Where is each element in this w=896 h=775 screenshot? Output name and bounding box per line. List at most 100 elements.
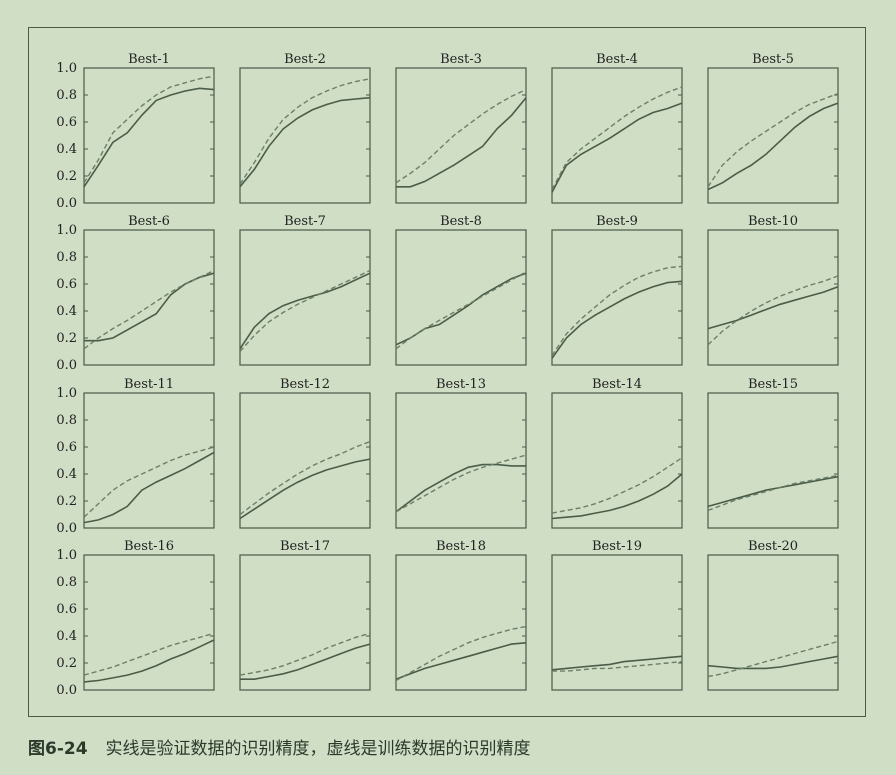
- y-tick-label: 1.0: [56, 61, 77, 76]
- caption-figure-number: 图6-24: [28, 739, 88, 759]
- chart-panel-8: Best-8: [395, 214, 527, 366]
- y-tick-label: 0.2: [56, 169, 77, 184]
- panel-title: Best-15: [748, 377, 798, 392]
- panel-axes-box: [239, 67, 371, 204]
- training-accuracy-line: [707, 474, 839, 512]
- training-accuracy-line: [551, 86, 683, 190]
- panel-title: Best-17: [280, 539, 330, 554]
- chart-panel-7: Best-7: [239, 214, 371, 366]
- y-tick-label: 0.6: [56, 277, 77, 292]
- validation-accuracy-line: [83, 451, 215, 524]
- training-accuracy-line: [551, 265, 683, 356]
- validation-accuracy-line: [707, 475, 839, 508]
- panel-axes-box: [83, 67, 215, 204]
- panel-axes-box: [239, 554, 371, 691]
- panel-title: Best-10: [748, 214, 798, 229]
- validation-accuracy-line: [551, 280, 683, 359]
- validation-accuracy-line: [551, 102, 683, 193]
- y-tick-label: 0.2: [56, 656, 77, 671]
- training-accuracy-line: [239, 440, 371, 516]
- caption-text: 实线是验证数据的识别精度，虚线是训练数据的识别精度: [105, 739, 531, 759]
- chart-panel-18: Best-18: [395, 539, 527, 691]
- y-tick-label: 1.0: [56, 223, 77, 238]
- panel-axes-box: [551, 554, 683, 691]
- panel-axes-box: [83, 554, 215, 691]
- figure-caption: 图6-24 实线是验证数据的识别精度，虚线是训练数据的识别精度: [28, 734, 531, 759]
- panel-title: Best-6: [128, 214, 170, 229]
- y-tick-label: 0.0: [56, 358, 77, 373]
- chart-panel-4: Best-4: [551, 52, 683, 204]
- chart-panel-20: Best-20: [707, 539, 839, 691]
- chart-panel-15: Best-15: [707, 377, 839, 529]
- panel-axes-box: [707, 229, 839, 366]
- panel-axes-box: [239, 229, 371, 366]
- panel-title: Best-3: [440, 52, 482, 67]
- panel-title: Best-19: [592, 539, 642, 554]
- panel-title: Best-7: [284, 214, 326, 229]
- training-accuracy-line: [395, 454, 527, 513]
- panel-axes-box: [551, 229, 683, 366]
- training-accuracy-line: [707, 92, 839, 188]
- chart-grid: Best-1 0.0 0.2 0.4 0.6 0.8 1.0 Best-2 Best-3 Best…: [56, 52, 839, 698]
- y-tick-label: 0.2: [56, 494, 77, 509]
- panel-axes-box: [395, 67, 527, 204]
- figure-frame: [28, 27, 866, 717]
- panel-title: Best-12: [280, 377, 330, 392]
- panel-title: Best-2: [284, 52, 326, 67]
- training-accuracy-line: [239, 269, 371, 352]
- y-tick-label: 0.8: [56, 88, 77, 103]
- validation-accuracy-line: [395, 642, 527, 680]
- training-accuracy-line: [83, 75, 215, 184]
- panel-title: Best-13: [436, 377, 486, 392]
- panel-axes-box: [83, 229, 215, 366]
- validation-accuracy-line: [395, 463, 526, 513]
- panel-title: Best-14: [592, 377, 642, 392]
- validation-accuracy-line: [240, 643, 371, 681]
- panel-axes-box: [395, 554, 527, 691]
- chart-panel-1: Best-1 0.0 0.2 0.4 0.6 0.8 1.0: [56, 52, 215, 211]
- training-accuracy-line: [552, 660, 683, 672]
- y-tick-label: 0.8: [56, 413, 77, 428]
- y-tick-label: 0.6: [56, 115, 77, 130]
- y-tick-label: 0.0: [56, 521, 77, 536]
- training-accuracy-line: [239, 78, 371, 185]
- training-accuracy-line: [239, 632, 371, 676]
- panel-axes-box: [707, 554, 839, 691]
- chart-panel-17: Best-17: [239, 539, 371, 691]
- training-accuracy-line: [707, 275, 839, 346]
- chart-panel-13: Best-13: [395, 377, 527, 529]
- validation-accuracy-line: [551, 473, 683, 520]
- panel-axes-box: [395, 229, 527, 366]
- panel-axes-box: [239, 392, 371, 529]
- panel-axes-box: [395, 392, 527, 529]
- chart-panel-11: Best-11 0.0 0.2 0.4 0.6 0.8 1.0: [56, 377, 215, 536]
- panel-title: Best-8: [440, 214, 482, 229]
- validation-accuracy-line: [239, 96, 371, 188]
- training-accuracy-line: [707, 640, 839, 678]
- panel-title: Best-9: [596, 214, 638, 229]
- chart-panel-2: Best-2: [239, 52, 371, 204]
- panel-title: Best-20: [748, 539, 798, 554]
- training-accuracy-line: [83, 269, 215, 350]
- training-accuracy-line: [395, 271, 527, 350]
- validation-accuracy-line: [396, 97, 527, 188]
- training-accuracy-line: [395, 88, 527, 184]
- panel-title: Best-1: [128, 52, 170, 67]
- panel-title: Best-18: [436, 539, 486, 554]
- panel-title: Best-11: [124, 377, 174, 392]
- chart-panel-19: Best-19: [551, 539, 683, 691]
- y-tick-label: 0.4: [56, 629, 77, 644]
- validation-accuracy-line: [239, 458, 371, 520]
- chart-panel-9: Best-9: [551, 214, 683, 366]
- y-tick-label: 0.0: [56, 683, 77, 698]
- y-tick-label: 0.6: [56, 440, 77, 455]
- validation-accuracy-line: [707, 285, 839, 330]
- panel-title: Best-16: [124, 539, 174, 554]
- panel-axes-box: [707, 392, 839, 529]
- validation-accuracy-line: [707, 102, 839, 191]
- training-accuracy-line: [83, 632, 215, 676]
- y-tick-label: 0.4: [56, 142, 77, 157]
- validation-accuracy-line: [551, 655, 683, 671]
- panel-axes-box: [551, 67, 683, 204]
- training-accuracy-line: [551, 457, 683, 514]
